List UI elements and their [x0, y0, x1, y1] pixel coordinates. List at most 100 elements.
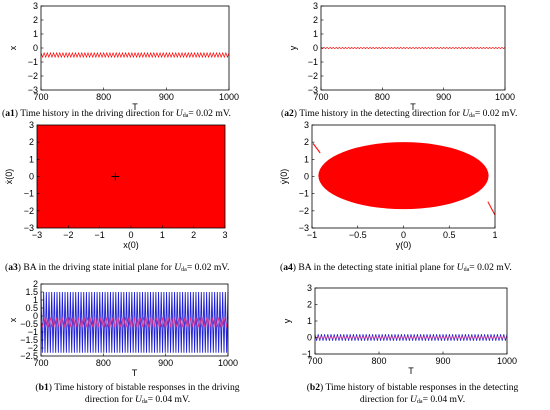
a2-y-tick-label: −2	[308, 71, 318, 81]
a1-x-tick-label: 900	[159, 92, 174, 102]
a2-y-tick-label: 3	[313, 1, 318, 11]
a3-x-tick-label: −2	[63, 230, 73, 240]
caption-a1-val: = 0.02 mV.	[188, 108, 231, 119]
a3-y-tick-label: 3	[29, 120, 34, 130]
caption-a4-tag: a4	[283, 262, 293, 273]
b1-x-tick-label: 800	[96, 358, 111, 368]
a1-axes-box	[40, 5, 230, 91]
caption-b2-val: = 0.04 mV.	[422, 394, 466, 405]
a3-y-tick-label: 0	[29, 172, 34, 182]
b1-y-tick-label: −1	[28, 327, 38, 337]
b2-y-axis-label: y	[282, 318, 292, 323]
chart-a4: −1 −0.5 0 0.5 1 −3 −2 −1 0 1 2 3 y(0) ẏ(0)	[275, 120, 550, 262]
a3-x-tick-label: 1	[160, 230, 165, 240]
a3-y-axis-label: ẋ(0)	[4, 169, 14, 185]
caption-a3-sub: da	[181, 267, 187, 273]
a4-y-tick-label: −2	[299, 206, 309, 216]
a3-basin-region	[37, 125, 225, 228]
b2-y-tick-label: 3	[307, 283, 312, 293]
chart-a1-svg: 700 800 900 1000 −3 −2 −1 0 1 2 3 Tx	[8, 1, 239, 112]
b2-y-tick-label: 2	[307, 300, 312, 310]
a3-x-tick-label: 3	[222, 230, 227, 240]
caption-a3: (a3) BA in the driving state initial pla…	[5, 262, 230, 273]
caption-b1-line1: Time history of bistable responses in th…	[51, 382, 240, 393]
a2-x-tick-label: 700	[313, 92, 328, 102]
a4-x-tick-label: −1	[307, 230, 317, 240]
a4-x-tick-label: 0	[401, 230, 406, 240]
caption-a1-var: U	[175, 108, 183, 119]
a2-x-axis-label: T	[410, 102, 416, 112]
a2-x-tick-label: 900	[436, 92, 451, 102]
a2-series-0-line	[320, 46, 506, 50]
a3-x-tick-label: −1	[95, 230, 105, 240]
a3-x-tick-label: −3	[32, 230, 42, 240]
b1-y-tick-label: −0.5	[20, 319, 38, 329]
a3-y-tick-label: 2	[29, 137, 34, 147]
b1-y-tick-label: 1.5	[25, 287, 38, 297]
a4-x-tick-label: 1	[492, 230, 497, 240]
caption-b1-line2: direction for	[84, 394, 135, 405]
a3-x-axis-label: x(0)	[123, 240, 139, 250]
caption-a3-text: BA in the driving state initial plane fo…	[21, 262, 175, 273]
a1-y-tick-label: 1	[33, 29, 38, 39]
a2-y-tick-label: −3	[308, 85, 318, 95]
caption-a4-sub: da	[463, 267, 470, 273]
a4-x-tick-label: −0.5	[349, 230, 367, 240]
caption-b2-line1: Time history of bistable responses in th…	[323, 382, 519, 393]
b2-series-1-line	[314, 336, 508, 339]
b1-series-0-line	[40, 291, 229, 353]
a4-basin-region	[318, 142, 489, 210]
caption-a4-val: = 0.02 mV.	[469, 262, 512, 273]
b1-series-1-line	[40, 317, 229, 328]
chart-a4-svg: −1 −0.5 0 0.5 1 −3 −2 −1 0 1 2 3 y(0) ẏ(0)	[279, 120, 498, 250]
a2-axes-box	[320, 5, 506, 91]
chart-b1-svg: 700 800 900 1000 −2.5−2−1.5−1−0.500.511.52 Tx	[8, 279, 238, 378]
b1-y-tick-label: −2.5	[20, 351, 38, 361]
a1-x-axis-label: T	[132, 102, 138, 112]
a2-y-tick-label: −1	[308, 57, 318, 67]
a2-y-axis-label: y	[288, 45, 298, 50]
caption-b1: (b1) Time history of bistable responses …	[35, 382, 240, 405]
a3-y-tick-label: −2	[24, 206, 34, 216]
b1-y-tick-label: 0	[33, 311, 38, 321]
b1-axes-box	[40, 283, 229, 357]
caption-b1-val: = 0.04 mV.	[147, 394, 191, 405]
a2-y-tick-label: 0	[313, 43, 318, 53]
b1-x-axis-label: T	[132, 368, 138, 378]
a4-y-tick-label: 0	[304, 172, 309, 182]
b1-y-tick-label: −1.5	[20, 335, 38, 345]
caption-a4-var: U	[456, 262, 464, 273]
caption-a4: (a4) BA in the detecting state initial p…	[280, 262, 512, 273]
b1-x-tick-label: 900	[158, 358, 173, 368]
a1-y-tick-label: 2	[33, 15, 38, 25]
a3-y-tick-label: 1	[29, 154, 34, 164]
caption-b2-line2: direction for	[359, 394, 410, 405]
a3-x-tick-label: 2	[191, 230, 196, 240]
caption-a2-sub: da	[469, 113, 475, 119]
chart-a2-svg: 700 800 900 1000 −3 −2 −1 0 1 2 3 Ty	[288, 1, 515, 112]
a1-y-tick-label: −1	[28, 57, 38, 67]
b1-y-tick-label: −2	[28, 343, 38, 353]
a3-x-tick-label: 0	[128, 230, 133, 240]
a1-y-tick-label: −3	[28, 85, 38, 95]
b1-y-axis-label: x	[8, 317, 18, 322]
b2-y-tick-label: 0	[307, 333, 312, 343]
a3-y-tick-label: −1	[24, 189, 34, 199]
caption-a2-val: = 0.02 mV.	[474, 108, 518, 119]
a1-series-0-line	[40, 51, 230, 59]
caption-b2-sub: da	[416, 399, 423, 405]
b2-axes-box	[314, 287, 508, 355]
b2-x-tick-label: 1000	[497, 356, 517, 366]
caption-a3-tag: a3	[8, 262, 18, 273]
chart-a3-svg: −3 −2 −1 0 1 2 3 −3 −2 −1 0 1 2 3 x(0) ẋ(0)	[4, 120, 228, 250]
caption-a1-tag: a1	[5, 108, 15, 119]
caption-a2-var: U	[462, 108, 470, 119]
caption-b2-var: U	[409, 394, 417, 405]
caption-b2-tag: b2	[309, 382, 321, 393]
b1-x-tick-label: 700	[33, 358, 48, 368]
a2-y-tick-label: 1	[313, 29, 318, 39]
a4-y-tick-label: 2	[304, 137, 309, 147]
